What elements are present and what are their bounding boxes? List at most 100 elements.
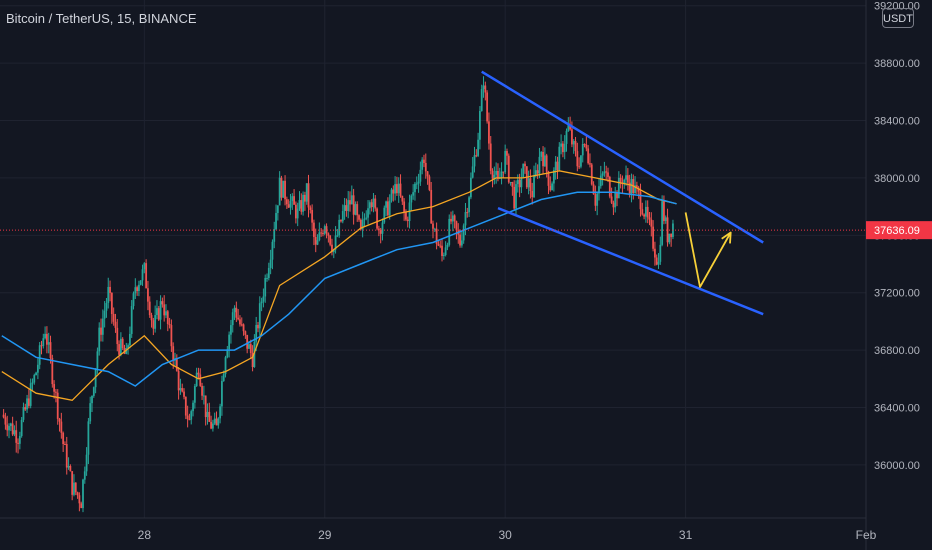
candle-body bbox=[435, 228, 438, 244]
candle-body bbox=[193, 386, 196, 403]
candle-body bbox=[619, 177, 622, 183]
channel-upper-line bbox=[481, 70, 764, 244]
candle-body bbox=[484, 85, 487, 93]
candle-body bbox=[359, 219, 362, 230]
candle-body bbox=[165, 311, 167, 316]
candle-body bbox=[471, 166, 474, 178]
candle-body bbox=[112, 314, 115, 322]
x-tick-label: 28 bbox=[138, 528, 152, 542]
projection-arrow bbox=[684, 212, 732, 288]
candle-body bbox=[192, 402, 194, 412]
candle-body bbox=[607, 172, 609, 177]
time-axis[interactable]: 28 29 30 31 Feb bbox=[0, 517, 877, 542]
candle-body bbox=[504, 150, 507, 173]
candle-body bbox=[617, 177, 620, 199]
candle-body bbox=[188, 419, 191, 421]
candle-body bbox=[304, 194, 306, 202]
candle-body bbox=[293, 196, 295, 205]
y-tick-label: 36400.00 bbox=[874, 403, 920, 415]
candle-body bbox=[605, 171, 608, 173]
candle-body bbox=[217, 418, 220, 426]
candle-body bbox=[31, 382, 34, 384]
candle-body bbox=[235, 307, 238, 318]
candle-body bbox=[603, 171, 606, 174]
ema-layer bbox=[1, 170, 677, 402]
y-tick-label: 37200.00 bbox=[874, 288, 920, 300]
candle-body bbox=[644, 206, 647, 217]
candle-body bbox=[522, 163, 525, 178]
candle-body bbox=[580, 155, 582, 167]
candle-body bbox=[361, 219, 364, 230]
candle-body bbox=[509, 182, 512, 184]
candle-body bbox=[127, 345, 129, 349]
candle-body bbox=[623, 179, 626, 185]
candle-body bbox=[488, 121, 490, 144]
ma-line bbox=[1, 191, 677, 387]
candle-body bbox=[540, 151, 543, 157]
last-price-badge bbox=[866, 221, 932, 240]
candle-body bbox=[547, 171, 550, 186]
candle-body bbox=[221, 381, 223, 407]
grid-lines bbox=[0, 0, 867, 518]
candle-body bbox=[239, 319, 241, 325]
candle-body bbox=[596, 193, 599, 206]
candle-body bbox=[114, 321, 117, 328]
candle-body bbox=[248, 344, 250, 349]
candle-body bbox=[9, 423, 12, 427]
candle-body bbox=[634, 185, 636, 194]
candle-body bbox=[300, 200, 303, 212]
candle-body bbox=[17, 442, 19, 444]
candle-body bbox=[502, 171, 505, 173]
candle-body bbox=[215, 418, 218, 426]
candle-body bbox=[538, 156, 541, 174]
candle-body bbox=[643, 214, 645, 217]
currency-unit-button[interactable]: USDT bbox=[882, 8, 914, 28]
candle-body bbox=[51, 358, 54, 385]
candle-body bbox=[598, 186, 600, 194]
candle-body bbox=[280, 177, 283, 198]
candle-body bbox=[374, 198, 377, 209]
candle-body bbox=[36, 364, 39, 373]
candle-body bbox=[625, 175, 627, 180]
candle-body bbox=[305, 183, 308, 202]
candle-body bbox=[287, 204, 290, 208]
candle-body bbox=[399, 183, 402, 196]
candle-body bbox=[444, 247, 447, 256]
candle-body bbox=[565, 130, 568, 144]
price-axis[interactable]: 36000.0036400.0036800.0037200.0037600.00… bbox=[865, 0, 932, 550]
candle-body bbox=[352, 195, 355, 215]
candle-body bbox=[428, 176, 431, 190]
candle-body bbox=[109, 286, 111, 293]
candle-body bbox=[314, 236, 317, 245]
candle-body bbox=[556, 161, 559, 171]
candle-body bbox=[240, 324, 243, 326]
candle-body bbox=[442, 255, 445, 257]
candle-body bbox=[578, 166, 581, 168]
candle-body bbox=[255, 324, 258, 342]
candle-body bbox=[230, 325, 232, 335]
drawings-layer bbox=[481, 70, 764, 316]
candle-body bbox=[302, 194, 304, 212]
candle-body bbox=[552, 170, 555, 184]
candle-body bbox=[22, 407, 25, 420]
candle-body bbox=[177, 370, 180, 391]
candle-body bbox=[589, 163, 591, 165]
candle-body bbox=[159, 301, 162, 320]
candle-body bbox=[415, 183, 418, 185]
candle-body bbox=[244, 331, 247, 335]
candle-body bbox=[663, 201, 665, 222]
candle-body bbox=[500, 171, 503, 178]
candles-layer bbox=[2, 76, 674, 513]
candle-body bbox=[616, 191, 618, 199]
candle-body bbox=[195, 372, 198, 387]
candle-body bbox=[29, 383, 32, 406]
candle-body bbox=[432, 223, 434, 229]
candle-body bbox=[166, 311, 169, 325]
candle-body bbox=[635, 185, 638, 188]
candle-body bbox=[563, 143, 566, 153]
candle-body bbox=[60, 421, 63, 433]
candle-body bbox=[157, 308, 160, 320]
candle-body bbox=[601, 173, 604, 176]
